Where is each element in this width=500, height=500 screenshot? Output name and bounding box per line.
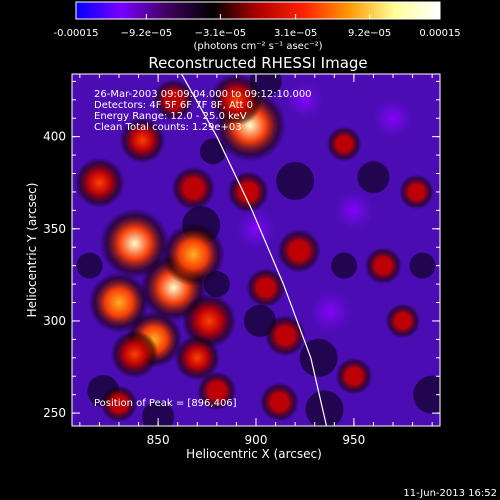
heat-blob	[277, 229, 321, 273]
colorbar-tick-label: −3.1e−05	[195, 28, 247, 39]
heat-blob	[227, 171, 269, 213]
dark-region	[305, 390, 344, 426]
dark-region	[142, 400, 175, 426]
heat-blob	[110, 330, 159, 379]
heat-blob	[373, 98, 414, 139]
heat-blob	[210, 74, 263, 126]
heat-blob	[161, 223, 225, 287]
observation-info: 26-Mar-2003 09:09:04.000 to 09:12:10.000…	[94, 89, 312, 133]
heat-blob	[335, 357, 373, 395]
info-detectors: Detectors: 4F 5F 6F 7F 8F, Att 0	[94, 100, 253, 111]
colorbar-gradient	[75, 1, 441, 20]
heat-blob	[399, 174, 434, 210]
y-tick-label: 300	[43, 314, 66, 328]
heat-blob	[285, 80, 324, 119]
heat-blob	[153, 79, 195, 121]
heat-blob	[197, 371, 237, 411]
heat-blob	[259, 382, 299, 422]
solar-limb-line	[181, 74, 328, 426]
heat-blob	[236, 208, 276, 249]
heat-blob	[88, 272, 150, 334]
colorbar-tick-label: -0.00015	[54, 28, 99, 39]
y-tick-label: 350	[43, 222, 66, 236]
info-time-range: 26-Mar-2003 09:09:04.000 to 09:12:10.000	[94, 89, 312, 100]
dark-region	[199, 138, 226, 165]
heat-blob	[364, 247, 402, 285]
colorbar-unit-label: (photons cm⁻² s⁻¹ asec⁻²)	[193, 41, 322, 52]
chart-title: Reconstructed RHESSI Image	[148, 54, 367, 72]
colorbar-ticks: -0.00015 −9.2e−05 −3.1e−05 3.1e−05 9.2e−05 0.…	[54, 14, 461, 39]
colorbar-tick-label: 0.00015	[419, 28, 460, 39]
dark-region	[331, 252, 358, 279]
heat-blob	[174, 335, 221, 381]
dark-region	[299, 338, 338, 377]
dark-region	[76, 252, 103, 279]
y-tick-label: 250	[43, 406, 66, 420]
info-energy-range: Energy Range: 12.0 - 25.0 keV	[94, 111, 247, 122]
plot-area: 850 900 950 250 300 350 400 26-Mar-2003 09:09:…	[43, 73, 441, 447]
dark-region	[357, 161, 390, 194]
heat-blob	[264, 315, 306, 357]
info-counts: Clean Total counts: 1.29e+03	[94, 122, 242, 133]
heat-blob	[119, 117, 166, 164]
y-axis-label: Heliocentric Y (arcsec)	[25, 183, 39, 318]
y-tick-label: 400	[43, 130, 66, 144]
colorbar-tick-label: 3.1e−05	[274, 28, 317, 39]
colorbar: -0.00015 −9.2e−05 −3.1e−05 3.1e−05 9.2e−05 0.…	[54, 1, 461, 52]
colorbar-tick-label: −9.2e−05	[121, 28, 173, 39]
heat-blob	[74, 157, 125, 208]
heatmap-image	[72, 74, 440, 426]
heat-blob	[181, 293, 237, 349]
heat-blob	[100, 385, 138, 423]
colorbar-tick-label: 9.2e−05	[348, 28, 391, 39]
peak-position-label: Position of Peak = [896,406]	[94, 398, 237, 409]
heat-blob	[309, 290, 352, 333]
x-axis-label: Heliocentric X (arcsec)	[186, 447, 322, 461]
axis-ticks: 850 900 950 250 300 350 400	[43, 74, 440, 447]
heat-blob	[246, 268, 286, 308]
heat-blob	[326, 126, 362, 162]
dark-region	[413, 375, 440, 414]
x-tick-label: 950	[342, 433, 365, 447]
x-tick-label: 850	[147, 433, 170, 447]
heat-blob	[171, 166, 216, 210]
heat-blob	[385, 303, 421, 339]
heat-blob	[333, 190, 374, 231]
footer-timestamp: 11-Jun-2013 16:52	[403, 488, 497, 499]
dark-region	[276, 161, 315, 200]
x-tick-label: 900	[245, 433, 268, 447]
dark-region	[409, 252, 436, 279]
heat-blob	[99, 208, 170, 279]
